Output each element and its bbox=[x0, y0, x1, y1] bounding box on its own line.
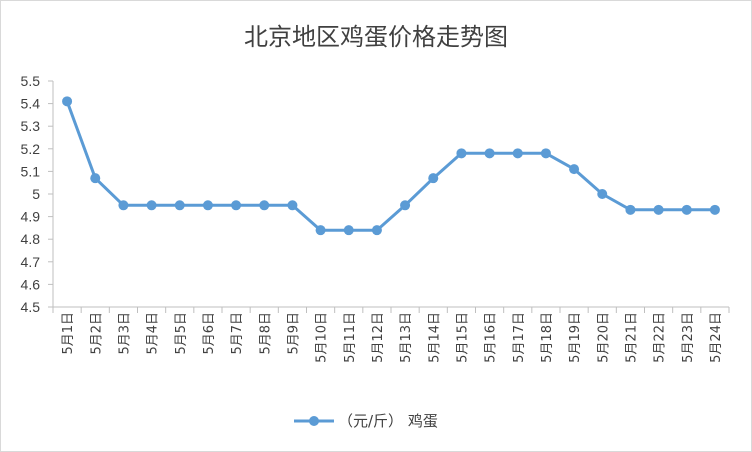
x-tick-label: 5月21日 bbox=[624, 312, 639, 363]
data-point bbox=[315, 225, 326, 236]
x-tick-label: 5月13日 bbox=[399, 312, 414, 363]
data-point bbox=[174, 200, 185, 211]
y-tick-label: 4.5 bbox=[21, 299, 41, 315]
x-tick-label: 5月12日 bbox=[371, 312, 386, 363]
x-tick-label: 5月1日 bbox=[61, 312, 76, 355]
y-tick-label: 5.2 bbox=[21, 141, 41, 157]
data-point bbox=[597, 189, 608, 199]
x-tick-label: 5月9日 bbox=[286, 312, 301, 355]
y-tick-label: 5.5 bbox=[21, 73, 41, 89]
x-tick-label: 5月23日 bbox=[681, 312, 696, 363]
data-point bbox=[569, 164, 580, 175]
x-tick-label: 5月19日 bbox=[568, 312, 583, 363]
x-tick-label: 5月5日 bbox=[174, 312, 189, 355]
x-tick-label: 5月8日 bbox=[258, 312, 273, 355]
y-tick-label: 5.4 bbox=[21, 96, 41, 112]
data-point bbox=[259, 200, 270, 211]
y-tick-label: 5 bbox=[32, 186, 40, 202]
data-point bbox=[371, 225, 382, 236]
y-tick-label: 5.1 bbox=[21, 163, 41, 179]
chart-title: 北京地区鸡蛋价格走势图 bbox=[244, 23, 508, 51]
data-point bbox=[146, 200, 157, 211]
data-point bbox=[681, 204, 692, 215]
data-point bbox=[400, 200, 411, 211]
data-point bbox=[512, 148, 523, 159]
data-point bbox=[202, 200, 213, 211]
y-tick-label: 4.8 bbox=[21, 231, 41, 247]
x-tick-label: 5月22日 bbox=[653, 312, 668, 363]
series-layer bbox=[62, 96, 720, 236]
data-point bbox=[484, 148, 495, 159]
x-tick-label: 5月7日 bbox=[230, 312, 245, 355]
x-tick-label: 5月16日 bbox=[484, 312, 499, 363]
series-line bbox=[65, 100, 715, 232]
data-point bbox=[540, 148, 551, 159]
x-tick-label: 5月6日 bbox=[202, 312, 217, 355]
y-tick-label: 4.6 bbox=[21, 276, 41, 292]
x-tick-label: 5月10日 bbox=[315, 312, 330, 363]
data-point bbox=[118, 200, 129, 211]
x-tick-label: 5月24日 bbox=[709, 312, 724, 363]
data-point bbox=[231, 200, 242, 211]
y-tick-label: 4.9 bbox=[21, 209, 41, 225]
data-point bbox=[709, 204, 720, 215]
data-point bbox=[287, 200, 298, 211]
legend-label: （元/斤） 鸡蛋 bbox=[338, 412, 438, 430]
y-tick-label: 4.7 bbox=[21, 254, 41, 270]
axes-layer: 4.5 4.6 4.7 4.8 4.9 5 5.1 5.2 5.3 5.4 5.5 5月1日 5月2日 5… bbox=[21, 73, 730, 363]
x-tick-label: 5月3日 bbox=[117, 312, 132, 355]
x-tick-label: 5月4日 bbox=[146, 312, 161, 355]
x-tick-label: 5月15日 bbox=[455, 312, 470, 363]
data-point bbox=[456, 148, 467, 159]
x-tick-label: 5月17日 bbox=[512, 312, 527, 363]
data-point bbox=[625, 204, 636, 215]
data-point bbox=[653, 204, 664, 215]
legend-marker-icon bbox=[309, 416, 319, 426]
data-point bbox=[62, 96, 73, 107]
data-point bbox=[343, 225, 354, 236]
legend: （元/斤） 鸡蛋 bbox=[294, 412, 438, 430]
x-tick-label: 5月20日 bbox=[596, 312, 611, 363]
data-point bbox=[428, 173, 439, 184]
x-tick-label: 5月14日 bbox=[427, 312, 442, 363]
x-tick-label: 5月18日 bbox=[540, 312, 555, 363]
y-tick-label: 5.3 bbox=[21, 118, 41, 134]
data-point bbox=[90, 173, 101, 184]
x-tick-label: 5月11日 bbox=[343, 312, 358, 363]
x-tick-label: 5月2日 bbox=[89, 312, 104, 355]
